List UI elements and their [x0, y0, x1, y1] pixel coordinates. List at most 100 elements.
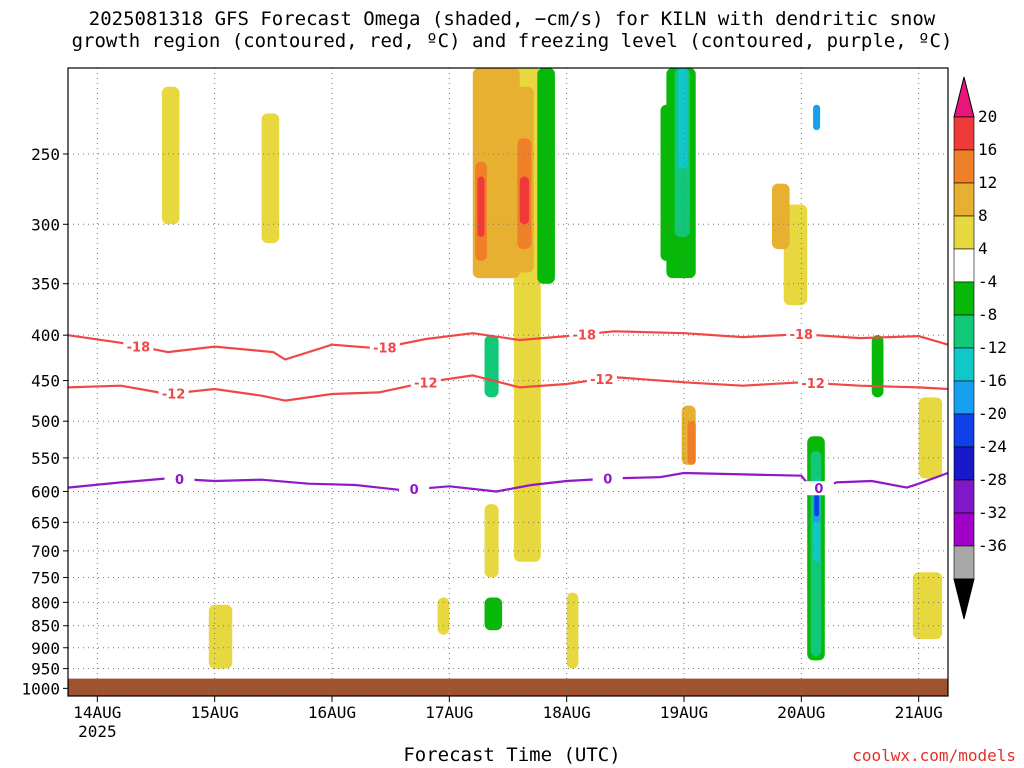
omega-cell-24	[660, 104, 673, 262]
omega-cell-23	[871, 335, 884, 398]
colorbar-label-2: 12	[978, 173, 997, 192]
omega-cell-17	[477, 176, 485, 237]
surface-layer	[68, 678, 948, 696]
omega-shading	[161, 68, 943, 669]
colorbar-bin-5	[953, 281, 975, 316]
y-tick-label-950: 950	[31, 660, 60, 679]
y-tick-label-400: 400	[31, 326, 60, 345]
colorbar-bin-3	[953, 215, 975, 250]
y-tick-label-300: 300	[31, 215, 60, 234]
colorbar-bin-12	[953, 512, 975, 547]
colorbar: 20 16 12 8 4 -4 -8 -12 -16 -20 -24 -28 -32 -36	[953, 76, 1007, 620]
chart-title-line-2: growth region (contoured, red, ºC) and f…	[71, 30, 953, 52]
x-tick-label-21AUG: 21AUG	[895, 703, 943, 722]
omega-cell-31	[814, 494, 819, 517]
contour-label--18-0: -18	[127, 340, 151, 355]
y-tick-label-550: 550	[31, 449, 60, 468]
x-tick-label-17AUG: 17AUG	[425, 703, 473, 722]
omega-cell-25	[484, 335, 499, 398]
contour-label--18-3: -18	[790, 328, 814, 343]
y-tick-label-800: 800	[31, 593, 60, 612]
contour-label-0-3: 0	[814, 482, 823, 497]
contour-label--18-1: -18	[373, 341, 397, 356]
x-tick-sublabel-14AUG: 2025	[78, 722, 117, 741]
y-tick-label-650: 650	[31, 513, 60, 532]
contour-label-bg--12-3	[798, 375, 829, 390]
grid-lines	[68, 68, 948, 696]
x-tick-label-14AUG: 14AUG	[73, 703, 121, 722]
y-tick-label-500: 500	[31, 412, 60, 431]
colorbar-label-7: -12	[978, 338, 1007, 357]
contour-label-bg-0-0	[164, 472, 195, 487]
colorbar-label-10: -24	[978, 437, 1007, 456]
x-tick-label-15AUG: 15AUG	[191, 703, 239, 722]
x-tick-label-16AUG: 16AUG	[308, 703, 356, 722]
contour-label-bg-0-3	[803, 481, 834, 496]
colorbar-top-arrow	[953, 76, 975, 118]
omega-cell-13	[772, 183, 790, 250]
contour-label-bg--18-3	[786, 327, 817, 342]
colorbar-bottom-arrow	[953, 578, 975, 620]
omega-cell-7	[437, 597, 450, 635]
contour-label-0-2: 0	[603, 473, 612, 488]
colorbar-label-4: 4	[978, 239, 988, 258]
omega-cell-28	[678, 68, 688, 170]
contour-label-bg--18-2	[569, 327, 600, 342]
y-tick-label-600: 600	[31, 482, 60, 501]
omega-cell-32	[813, 104, 821, 131]
colorbar-bin-10	[953, 446, 975, 481]
contour-label--12-2: -12	[590, 373, 614, 388]
contour-label-bg--12-2	[586, 371, 617, 386]
credit-link[interactable]: coolwx.com/models	[852, 746, 1016, 765]
y-tick-label-750: 750	[31, 568, 60, 587]
contour-lines: -18 -18 -18 -18 -12 -12 -12 -12 0 0 0 0	[67, 327, 949, 498]
omega-cell-9	[566, 592, 579, 669]
colorbar-label-13: -36	[978, 536, 1007, 555]
y-tick-label-900: 900	[31, 639, 60, 658]
colorbar-label-6: -8	[978, 305, 997, 324]
y-tick-label-700: 700	[31, 542, 60, 561]
y-tick-label-850: 850	[31, 617, 60, 636]
contour-0	[67, 471, 949, 493]
colorbar-label-0: 20	[978, 107, 997, 126]
colorbar-bin-1	[953, 149, 975, 184]
colorbar-bin-13	[953, 545, 975, 580]
contour-label-bg--18-1	[369, 340, 400, 355]
contour-label--18-2: -18	[573, 328, 597, 343]
colorbar-bin-9	[953, 413, 975, 448]
colorbar-label-9: -20	[978, 404, 1007, 423]
contour-label-bg-0-1	[399, 482, 430, 497]
below-ground-fill	[68, 678, 948, 696]
omega-cell-19	[537, 68, 555, 284]
colorbar-bin-0	[953, 116, 975, 151]
omega-cell-22	[484, 597, 503, 631]
omega-cell-6	[208, 604, 233, 669]
contour-label-bg--18-0	[123, 339, 154, 354]
omega-cell-1	[161, 86, 180, 225]
colorbar-bin-2	[953, 182, 975, 217]
colorbar-bin-7	[953, 347, 975, 382]
omega-cell-18	[519, 176, 530, 225]
contour-label-bg--12-0	[158, 386, 189, 401]
omega-cell-5	[912, 572, 943, 640]
colorbar-bin-8	[953, 380, 975, 415]
colorbar-bin-4	[953, 248, 975, 283]
omega-cell-3	[918, 397, 943, 479]
chart-title-line-1: 2025081318 GFS Forecast Omega (shaded, −…	[88, 8, 936, 30]
colorbar-bin-6	[953, 314, 975, 349]
omega-cell-8	[484, 504, 499, 578]
x-tick-label-20AUG: 20AUG	[777, 703, 825, 722]
colorbar-label-5: -4	[978, 272, 997, 291]
y-tick-label-250: 250	[31, 145, 60, 164]
contour-label-0-1: 0	[410, 483, 419, 498]
colorbar-label-12: -32	[978, 503, 1007, 522]
y-tick-label-450: 450	[31, 372, 60, 391]
contour-label--12-3: -12	[801, 377, 825, 392]
colorbar-label-11: -28	[978, 470, 1007, 489]
plot-frame	[67, 67, 949, 697]
contour-label--12-1: -12	[414, 376, 438, 391]
colorbar-label-1: 16	[978, 140, 997, 159]
contour-label--12-0: -12	[162, 387, 186, 402]
colorbar-label-3: 8	[978, 206, 988, 225]
